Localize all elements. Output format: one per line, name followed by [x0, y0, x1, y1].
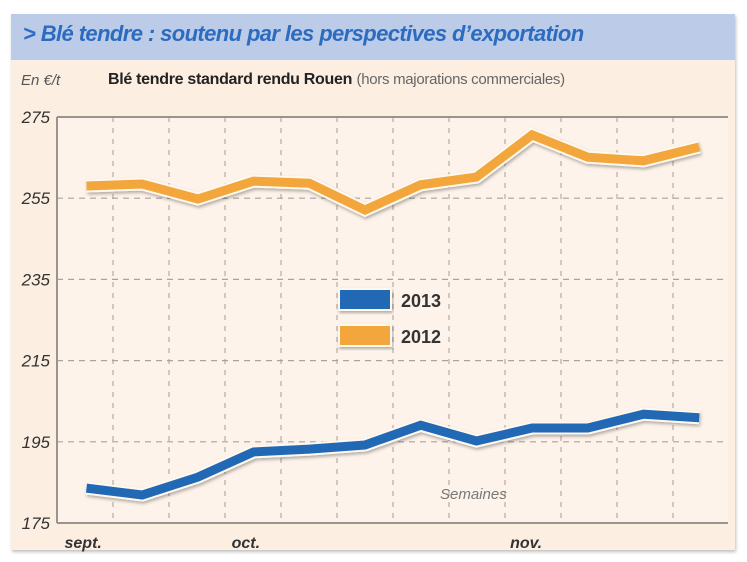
- y-tick-label: 235: [21, 270, 51, 289]
- y-tick-label: 215: [21, 352, 51, 371]
- x-month-label: sept.: [65, 535, 102, 552]
- y-tick-label: 255: [21, 189, 51, 208]
- y-tick-label: 275: [21, 108, 51, 127]
- series-2012: [86, 127, 701, 218]
- x-axis-label: Semaines: [440, 486, 507, 503]
- x-month-label: nov.: [510, 535, 542, 552]
- y-tick-label: 175: [22, 514, 51, 533]
- series-2013: [85, 407, 700, 502]
- legend-label-2012: 2012: [401, 327, 441, 347]
- legend-label-2013: 2013: [401, 291, 441, 311]
- x-month-labels: sept. oct. nov.: [65, 535, 543, 552]
- title-bar: > Blé tendre : soutenu par les perspecti…: [11, 14, 735, 60]
- subtitle-note: (hors majorations commerciales): [356, 71, 566, 88]
- legend-swatch-2012: [338, 324, 392, 347]
- series-line-2012: [86, 129, 701, 215]
- legend-swatch-2013: [338, 288, 392, 311]
- unit-label: En €/t: [21, 72, 61, 89]
- x-month-label: oct.: [232, 535, 260, 552]
- legend: 2013 2012: [338, 288, 441, 347]
- series-lines: [85, 127, 701, 502]
- axes: [56, 116, 728, 524]
- subtitle-main: Blé tendre standard rendu Rouen: [108, 71, 353, 88]
- series-line-2013: [85, 409, 700, 500]
- y-tick-label: 195: [22, 433, 51, 452]
- y-tick-labels: 275 255 235 215 195 175: [21, 108, 51, 533]
- chart-title: > Blé tendre : soutenu par les perspecti…: [23, 21, 584, 46]
- chart-subtitle: Blé tendre standard rendu Rouen (hors ma…: [108, 71, 565, 89]
